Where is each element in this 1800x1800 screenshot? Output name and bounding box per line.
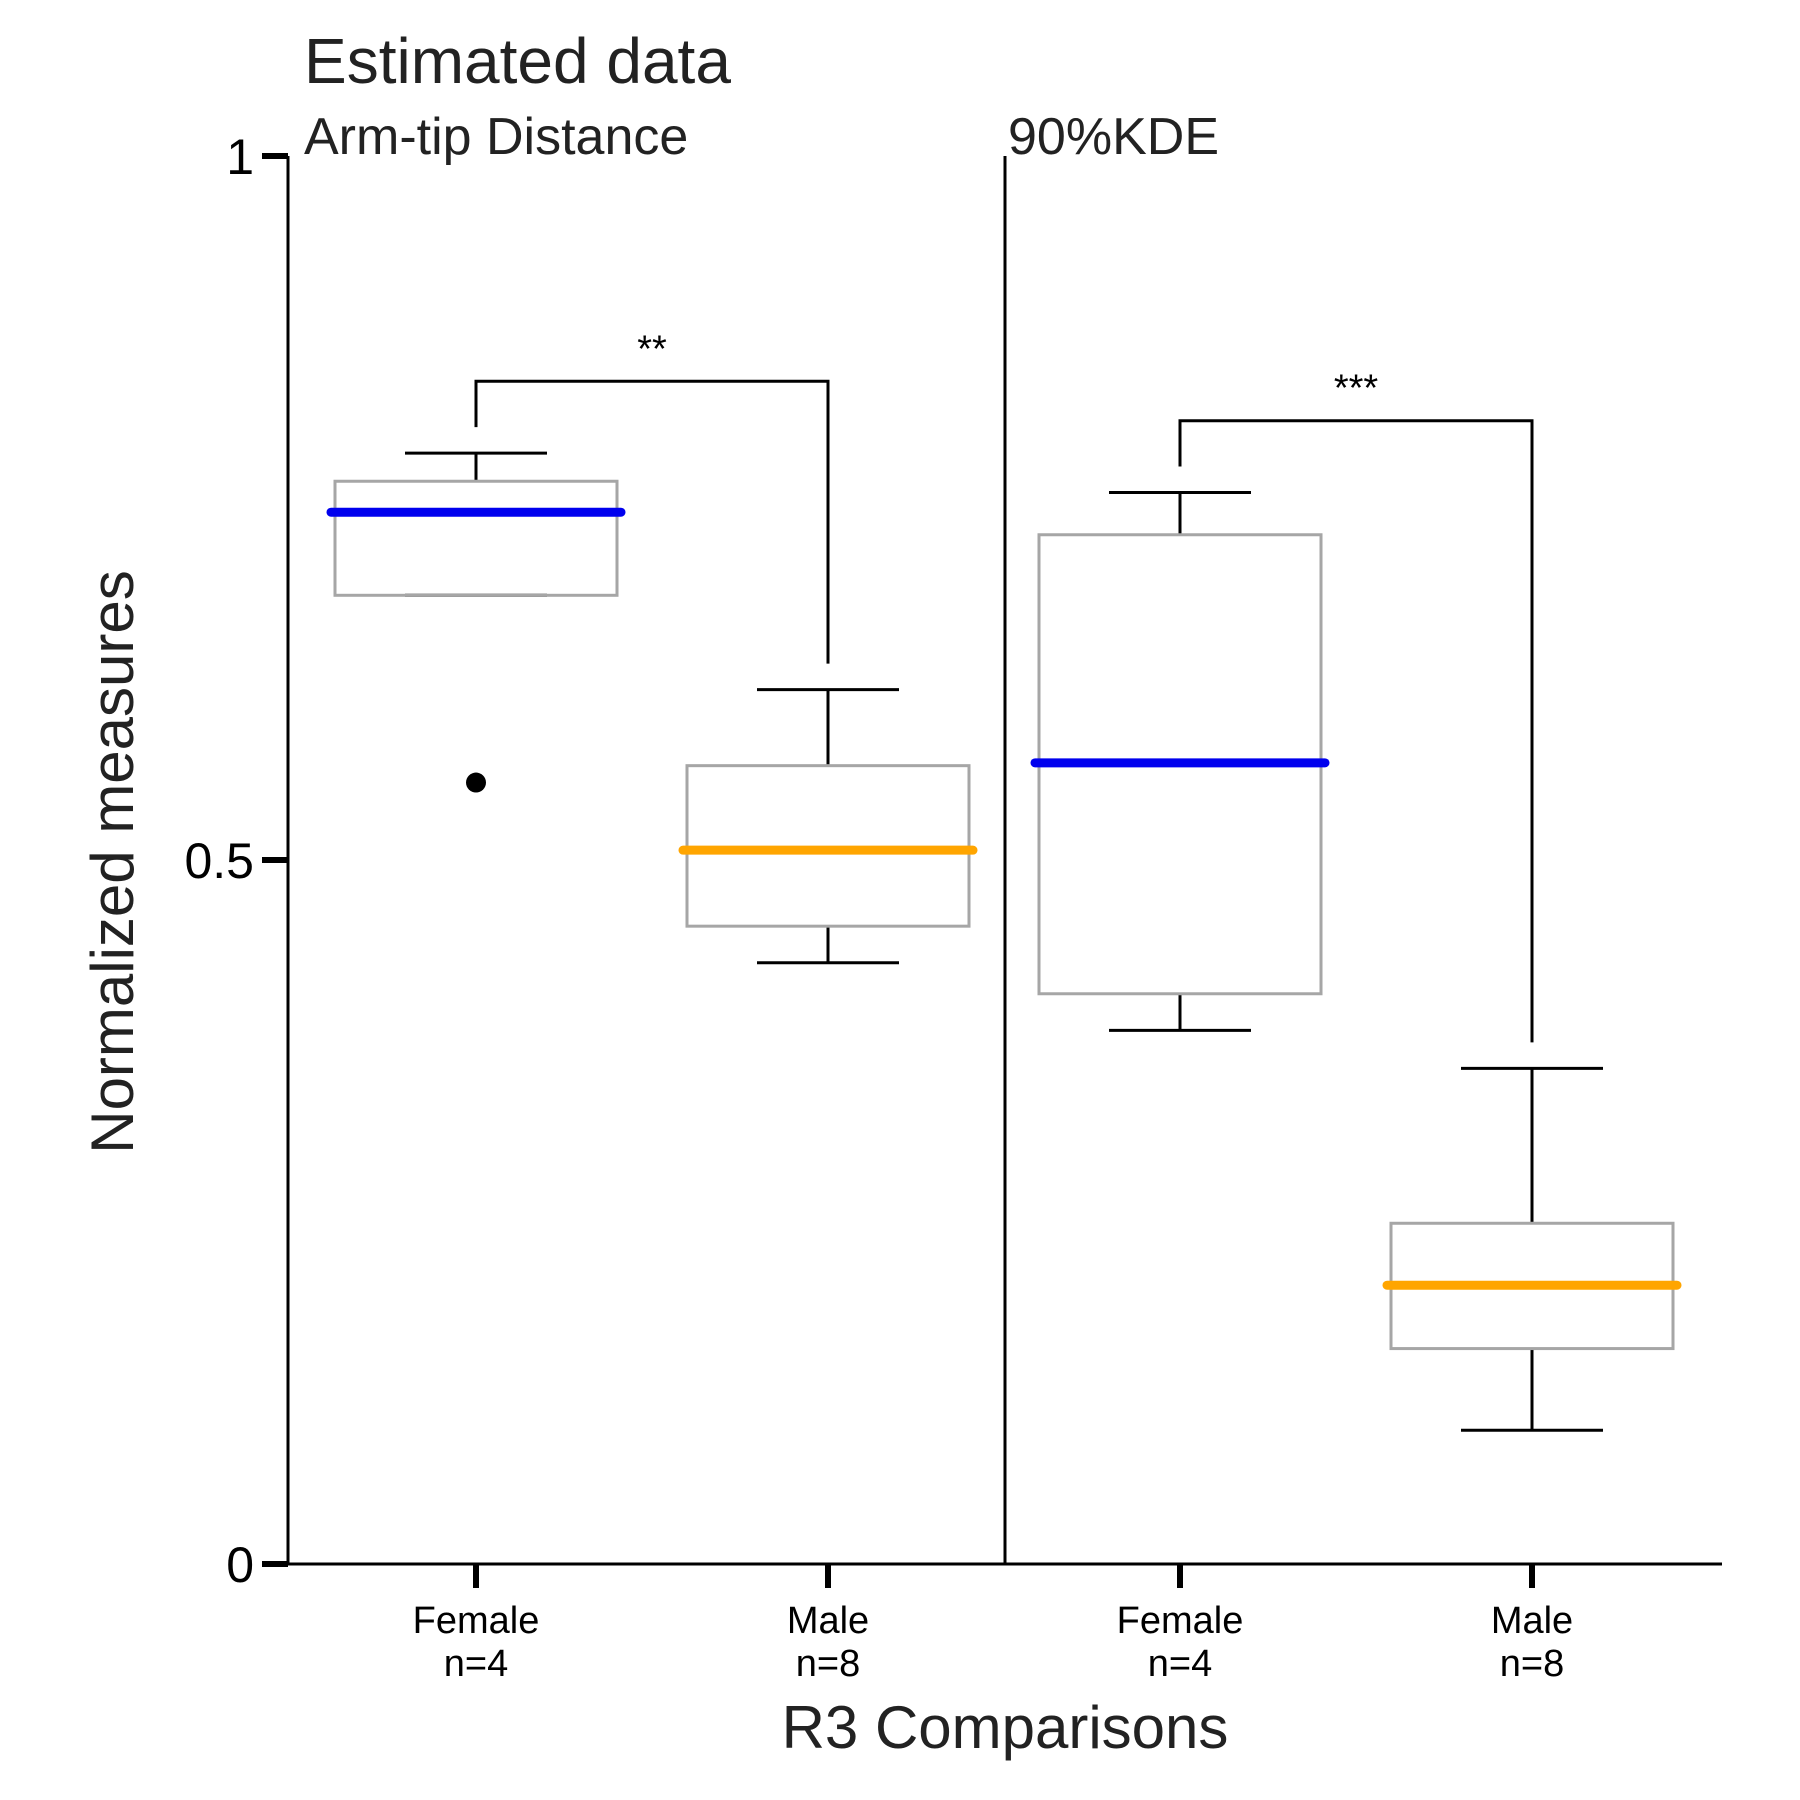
y-tick-label-0: 0 bbox=[226, 1537, 254, 1593]
x-tick-n-label-p1-g0: n=4 bbox=[1148, 1643, 1212, 1685]
significance-label-0: ** bbox=[637, 328, 667, 370]
y-axis-label: Normalized measures bbox=[79, 570, 146, 1154]
panel-title-0: Arm-tip Distance bbox=[304, 108, 688, 166]
x-tick-label-p0-g1: Male bbox=[787, 1600, 869, 1642]
x-tick-n-label-p0-g1: n=8 bbox=[796, 1643, 860, 1685]
x-tick-label-p0-g0: Female bbox=[413, 1600, 540, 1642]
x-tick-label-p1-g0: Female bbox=[1117, 1600, 1244, 1642]
x-tick-n-label-p0-g0: n=4 bbox=[444, 1643, 508, 1685]
x-tick-label-p1-g1: Male bbox=[1491, 1600, 1573, 1642]
significance-bracket-1 bbox=[1178, 419, 1534, 1043]
box-p0-g0 bbox=[333, 479, 619, 597]
outlier-point-p0-g0-0 bbox=[466, 772, 486, 793]
plot-area: 00.51 Arm-tip DistanceFemalen=4Malen=8**9… bbox=[184, 108, 1722, 1685]
x-tick-n-label-p1-g1: n=8 bbox=[1500, 1643, 1564, 1685]
chart-title: Estimated data bbox=[304, 25, 731, 97]
significance-label-1: *** bbox=[1334, 368, 1379, 410]
significance-bracket-0 bbox=[474, 379, 830, 664]
x-axis-label: R3 Comparisons bbox=[782, 1694, 1229, 1761]
panel-title-1: 90%KDE bbox=[1008, 108, 1219, 166]
y-tick-label-2: 1 bbox=[226, 129, 254, 185]
y-tick-label-1: 0.5 bbox=[184, 833, 254, 889]
